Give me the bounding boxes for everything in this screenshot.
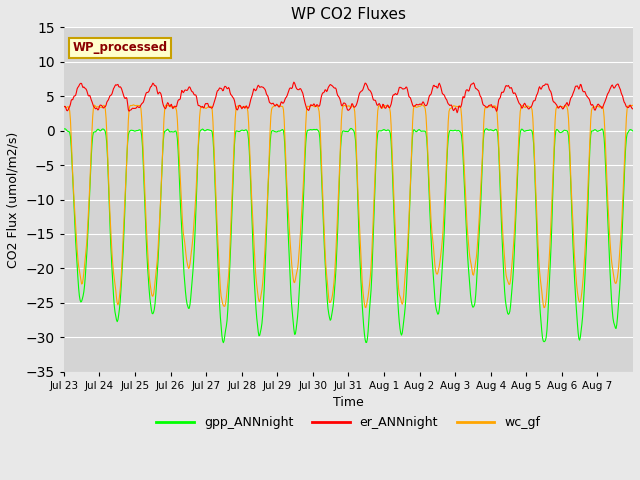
X-axis label: Time: Time (333, 396, 364, 409)
Y-axis label: CO2 Flux (umol/m2/s): CO2 Flux (umol/m2/s) (7, 132, 20, 268)
Text: WP_processed: WP_processed (72, 41, 168, 54)
Title: WP CO2 Fluxes: WP CO2 Fluxes (291, 7, 406, 22)
Legend: gpp_ANNnight, er_ANNnight, wc_gf: gpp_ANNnight, er_ANNnight, wc_gf (152, 411, 545, 434)
